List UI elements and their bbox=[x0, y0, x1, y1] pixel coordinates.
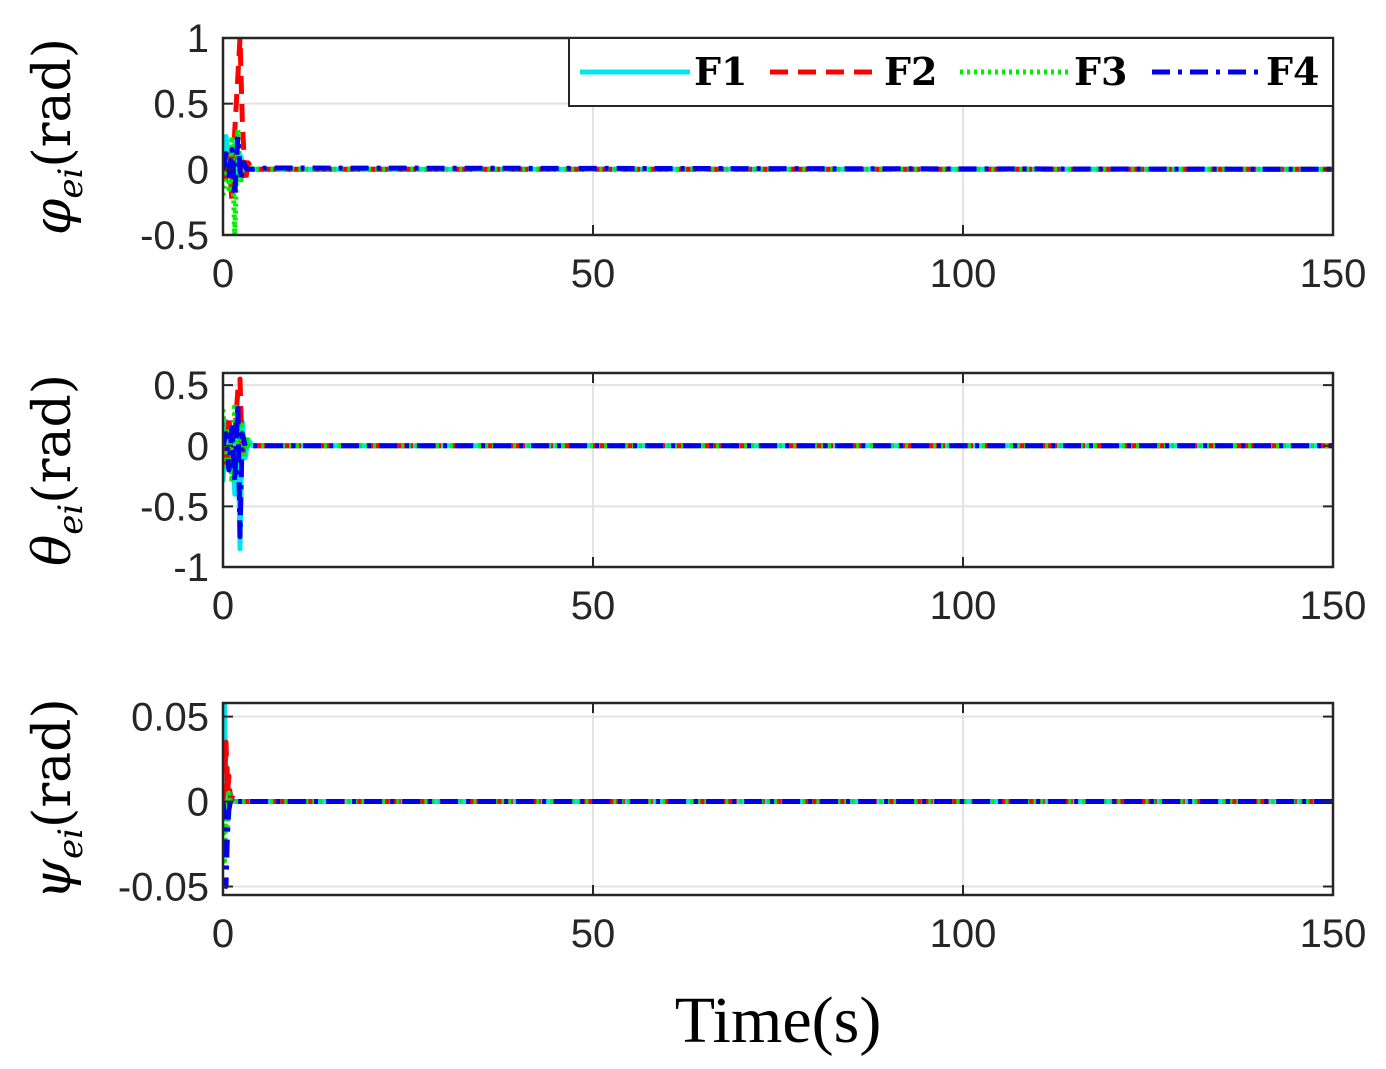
y-axis-label-unit: (rad) bbox=[23, 374, 83, 504]
y-axis-label-symbol: ψ bbox=[23, 858, 83, 900]
x-tick-label: 50 bbox=[571, 912, 616, 956]
y-tick-label: 0 bbox=[187, 781, 209, 825]
y-tick-label: 0 bbox=[187, 148, 209, 192]
x-tick-label: 150 bbox=[1300, 912, 1367, 956]
series-line-f2 bbox=[223, 739, 1333, 804]
x-tick-label: 50 bbox=[571, 584, 616, 628]
x-tick-label: 100 bbox=[930, 252, 997, 296]
y-axis-label-symbol: φ bbox=[23, 198, 83, 235]
y-axis-label: ψei(rad) bbox=[23, 698, 91, 900]
plot-area bbox=[223, 373, 1333, 567]
series-group bbox=[223, 376, 1333, 552]
x-tick-label: 150 bbox=[1300, 252, 1367, 296]
x-tick-label: 0 bbox=[212, 584, 234, 628]
y-tick-label: 0 bbox=[187, 425, 209, 469]
legend: F1 F2 F3 F4 bbox=[568, 37, 1334, 107]
panel-2: 0 50 100 150 -1 -0.5 0 0.5 θei(rad) bbox=[23, 364, 1366, 628]
legend-label-f2: F2 bbox=[884, 49, 937, 94]
y-axis-label-unit: (rad) bbox=[23, 698, 83, 828]
y-tick-label: -1 bbox=[173, 546, 209, 590]
y-tick-label: 1 bbox=[187, 17, 209, 61]
series-line-f4 bbox=[223, 799, 1333, 889]
x-tick-label: 0 bbox=[212, 252, 234, 296]
y-tick-label: 0.05 bbox=[131, 696, 209, 740]
x-tick-label: 50 bbox=[571, 252, 616, 296]
y-axis-label-unit: (rad) bbox=[23, 38, 83, 168]
x-tick-label: 100 bbox=[930, 912, 997, 956]
x-tick-label: 150 bbox=[1300, 584, 1367, 628]
series-line-f4 bbox=[223, 134, 1333, 199]
legend-label-f4: F4 bbox=[1266, 49, 1319, 94]
y-axis-label: θei(rad) bbox=[23, 374, 91, 566]
y-tick-label: -0.5 bbox=[140, 214, 209, 258]
y-tick-label: -0.5 bbox=[140, 485, 209, 529]
y-axis-label-symbol: θ bbox=[23, 535, 83, 566]
y-tick-label: 0.5 bbox=[153, 83, 209, 127]
y-axis-label-subscript: ei bbox=[51, 168, 91, 199]
series-line-f3 bbox=[223, 127, 1333, 235]
axes-frame bbox=[221, 701, 1335, 897]
y-axis-label-subscript: ei bbox=[51, 504, 91, 535]
axes-frame bbox=[221, 371, 1335, 569]
y-axis-label: φei(rad) bbox=[23, 38, 91, 235]
legend-label-f3: F3 bbox=[1074, 49, 1127, 94]
x-axis-label: Time(s) bbox=[675, 984, 882, 1057]
series-line-f2 bbox=[223, 376, 1333, 473]
legend-label-f1: F1 bbox=[694, 49, 747, 94]
series-group bbox=[223, 38, 1333, 235]
y-tick-label: -0.05 bbox=[118, 866, 209, 910]
y-tick-label: 0.5 bbox=[153, 364, 209, 408]
y-axis-label-subscript: ei bbox=[51, 828, 91, 859]
series-line-f4 bbox=[223, 400, 1333, 540]
x-tick-label: 100 bbox=[930, 584, 997, 628]
x-tick-label: 0 bbox=[212, 912, 234, 956]
